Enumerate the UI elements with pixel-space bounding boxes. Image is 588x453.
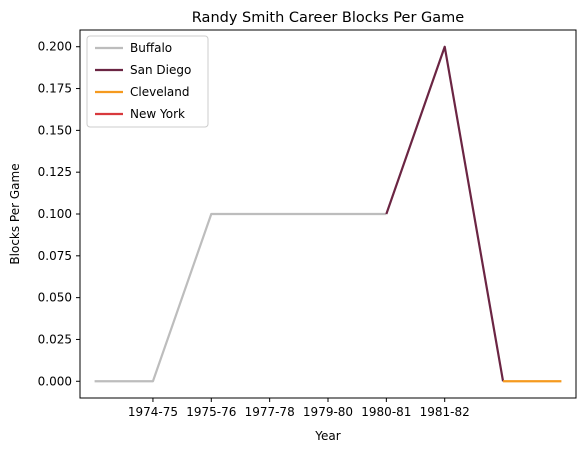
y-tick-label: 0.000 [38, 374, 72, 388]
legend-frame [86, 35, 209, 128]
x-tick-label: 1980-81 [361, 405, 411, 419]
y-tick-label: 0.125 [38, 165, 72, 179]
legend-label: Buffalo [130, 41, 172, 55]
x-axis-label: Year [314, 429, 340, 443]
series-line-0 [94, 212, 387, 383]
x-tick-label: 1979-80 [303, 405, 353, 419]
legend-label: Cleveland [130, 85, 190, 99]
y-tick-label: 0.175 [38, 82, 72, 96]
legend-label: New York [130, 107, 185, 121]
x-tick-label: 1977-78 [245, 405, 295, 419]
y-tick-label: 0.200 [38, 40, 72, 54]
legend: Buffalo San Diego Cleveland New York [86, 35, 209, 128]
y-tick-label: 0.100 [38, 207, 72, 221]
series-layer [94, 45, 562, 383]
legend-label: San Diego [130, 63, 191, 77]
x-tick-label: 1974-75 [128, 405, 178, 419]
x-axis: 1974-75 1975-76 1977-78 1979-80 1980-81 1981-… [128, 398, 470, 419]
x-tick-label: 1975-76 [186, 405, 236, 419]
y-axis: 0.000 0.025 0.050 0.075 0.100 0.125 0.150 0.175… [38, 40, 80, 388]
y-tick-label: 0.050 [38, 291, 72, 305]
series-line-1 [385, 45, 505, 382]
y-axis-label: Blocks Per Game [8, 163, 22, 264]
x-tick-label: 1981-82 [420, 405, 470, 419]
chart-title: Randy Smith Career Blocks Per Game [192, 10, 464, 26]
y-tick-label: 0.025 [38, 332, 72, 346]
y-tick-label: 0.150 [38, 123, 72, 137]
y-tick-label: 0.075 [38, 249, 72, 263]
